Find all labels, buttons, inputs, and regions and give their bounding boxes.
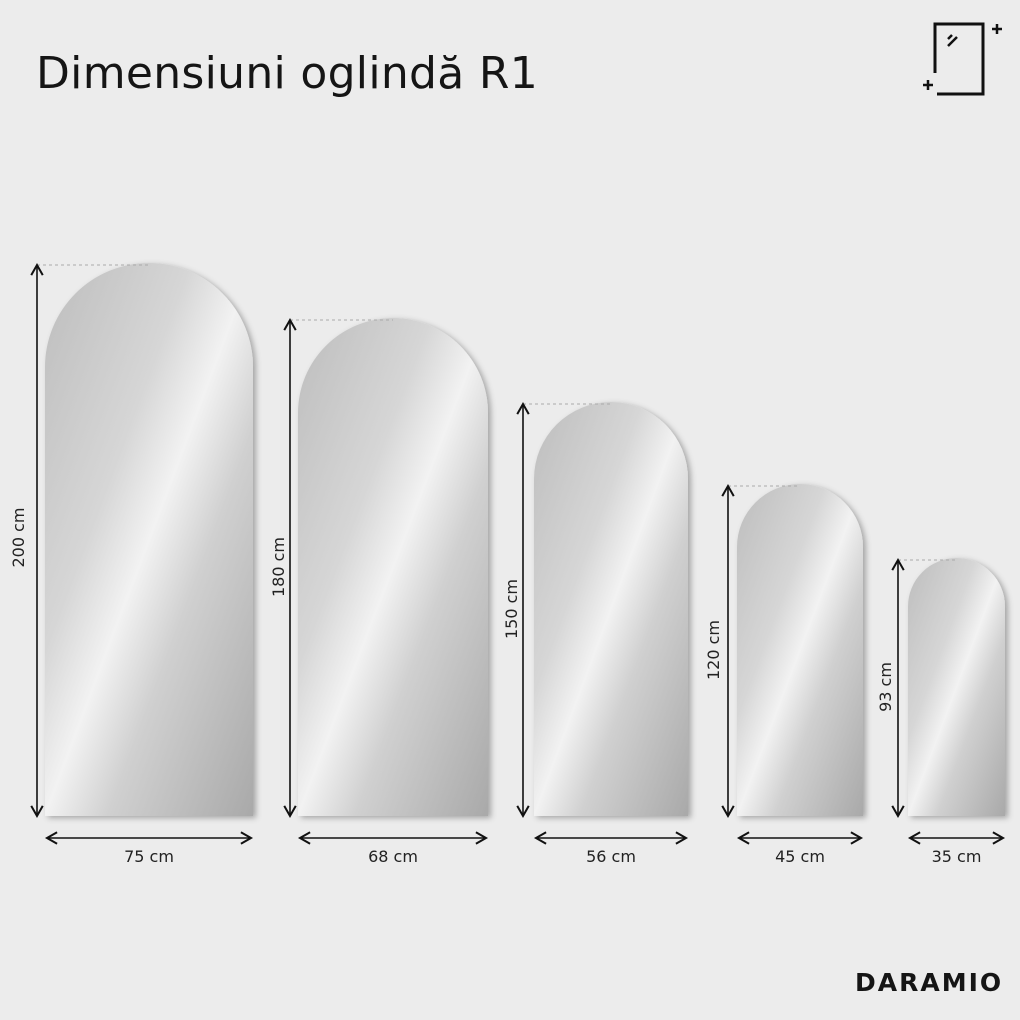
arched-mirror <box>534 402 688 816</box>
mirror-sparkle-icon <box>923 22 1002 96</box>
width-label: 75 cm <box>124 847 174 866</box>
width-label: 45 cm <box>775 847 825 866</box>
arched-mirror <box>737 484 863 816</box>
page-title: Dimensiuni oglindă R1 <box>36 48 538 99</box>
height-label: 150 cm <box>502 579 521 639</box>
height-label: 180 cm <box>269 537 288 597</box>
mirror-1: 200 cm 75 cm <box>9 262 254 866</box>
mirror-5: 93 cm 35 cm <box>876 557 1006 866</box>
mirror-2: 180 cm 68 cm <box>269 317 489 866</box>
brand-logo: DARAMIO <box>855 968 1003 997</box>
arched-mirror <box>45 263 253 816</box>
width-label: 68 cm <box>368 847 418 866</box>
mirror-4: 120 cm 45 cm <box>704 483 864 866</box>
height-label: 93 cm <box>876 662 895 712</box>
mirror-3: 150 cm 56 cm <box>502 401 689 866</box>
width-label: 35 cm <box>932 847 982 866</box>
height-label: 120 cm <box>704 620 723 680</box>
height-label: 200 cm <box>9 507 28 567</box>
width-label: 56 cm <box>586 847 636 866</box>
arched-mirror <box>298 318 488 816</box>
arched-mirror <box>908 558 1005 816</box>
